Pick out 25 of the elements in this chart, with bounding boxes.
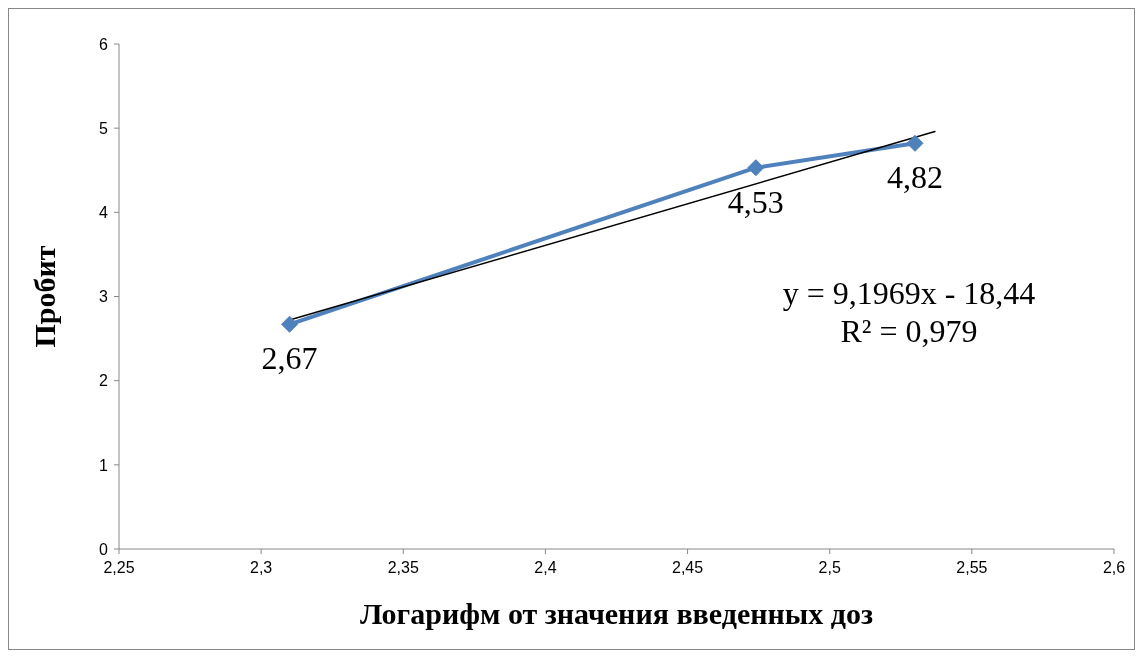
x-tick-label: 2,35 <box>387 559 419 577</box>
point <box>906 134 924 152</box>
y-tick-label: 0 <box>99 540 109 558</box>
point <box>281 315 299 333</box>
y-tick-label: 6 <box>99 35 109 53</box>
x-tick-label: 2,5 <box>818 559 841 577</box>
y-tick-label: 2 <box>99 372 109 390</box>
x-axis-title: Логарифм от значения введенных доз <box>360 597 873 630</box>
point <box>747 159 765 177</box>
x-tick-label: 2,3 <box>250 559 273 577</box>
annotation: R² = 0,979 <box>839 312 979 350</box>
x-tick-label: 2,45 <box>672 559 704 577</box>
y-tick-label: 4 <box>99 204 109 222</box>
x-tick-label: 2,4 <box>534 559 557 577</box>
y-tick-label: 5 <box>99 119 109 137</box>
x-tick-label: 2,25 <box>103 559 135 577</box>
y-tick-label: 1 <box>99 456 109 474</box>
annotation: y = 9,1969x - 18,44 <box>781 274 1037 312</box>
x-tick-label: 2,55 <box>956 559 988 577</box>
data-label: 4,82 <box>887 159 943 196</box>
data-label: 2,67 <box>261 340 318 377</box>
y-axis-title: Пробит <box>27 245 61 348</box>
data-label: 4,53 <box>727 183 784 220</box>
x-tick-label: 2,6 <box>1102 559 1126 577</box>
y-tick-label: 3 <box>99 288 109 306</box>
